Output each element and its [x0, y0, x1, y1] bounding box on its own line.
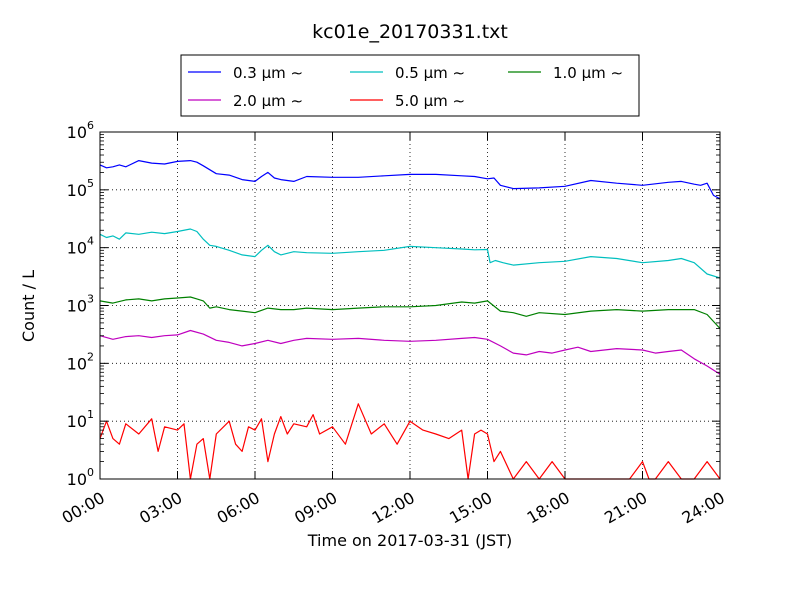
grid-lines	[100, 132, 720, 479]
series-line-0	[99, 160, 721, 200]
y-tick-label: 103	[67, 293, 94, 316]
y-tick-base: 10	[67, 123, 87, 142]
y-axis-label: Count / L	[19, 270, 38, 342]
y-tick-label: 105	[67, 177, 94, 200]
y-tick-exponent: 5	[87, 177, 94, 190]
y-tick-label: 106	[67, 119, 94, 142]
y-tick-exponent: 6	[87, 119, 94, 132]
series-lines	[99, 160, 721, 480]
legend-label-4: 5.0 μm ∼	[395, 92, 465, 110]
legend: 0.3 μm ∼ 0.5 μm ∼ 1.0 μm ∼ 2.0 μm ∼ 5.0 μm ∼	[180, 54, 640, 117]
legend-frame	[180, 54, 640, 117]
y-tick-label: 104	[67, 235, 94, 258]
series-line-2	[99, 296, 721, 329]
y-tick-exponent: 4	[87, 235, 94, 248]
y-tick-base: 10	[67, 239, 87, 258]
legend-label-2: 1.0 μm ∼	[553, 64, 623, 82]
legend-label-1: 0.5 μm ∼	[395, 64, 465, 82]
y-tick-exponent: 0	[87, 466, 94, 479]
series-line-3	[99, 329, 721, 375]
legend-label-3: 2.0 μm ∼	[233, 92, 303, 110]
y-tick-label: 102	[67, 350, 94, 373]
legend-label-0: 0.3 μm ∼	[233, 64, 303, 82]
y-tick-label: 101	[67, 408, 94, 431]
y-tick-exponent: 1	[87, 408, 94, 421]
y-tick-base: 10	[67, 297, 87, 316]
series-line-1	[99, 228, 721, 279]
y-tick-exponent: 2	[87, 350, 94, 363]
y-tick-base: 10	[67, 354, 87, 373]
y-tick-exponent: 3	[87, 293, 94, 306]
y-tick-base: 10	[67, 470, 87, 489]
x-axis-label: Time on 2017-03-31 (JST)	[307, 531, 512, 550]
axis-ticks	[99, 131, 721, 480]
y-tick-label: 100	[67, 466, 94, 489]
y-tick-base: 10	[67, 412, 87, 431]
chart-title: kc01e_20170331.txt	[312, 21, 508, 43]
y-tick-base: 10	[67, 181, 87, 200]
